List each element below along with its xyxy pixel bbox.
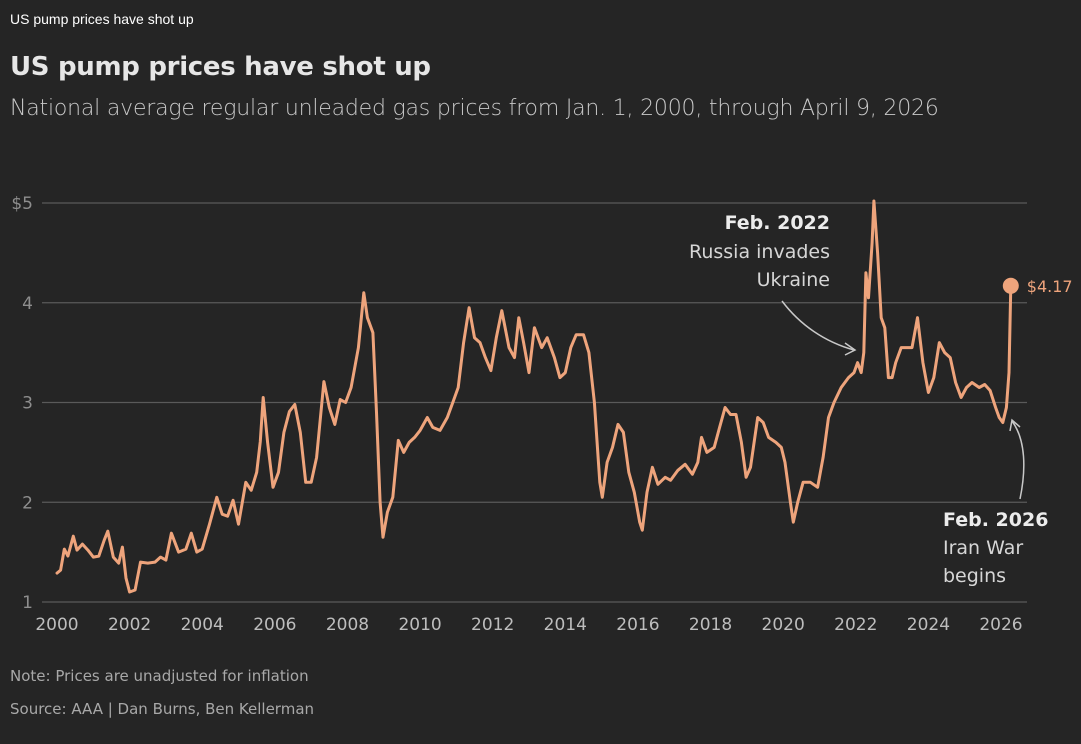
price-line [55,199,1013,594]
x-tick-label: 2022 [834,615,877,635]
footnote: Note: Prices are unadjusted for inflatio… [10,667,309,685]
x-tick-label: 2000 [35,615,78,635]
chart-subtitle: National average regular unleaded gas pr… [10,96,939,121]
annotation-ukraine: Feb. 2022 Russia invades Ukraine [689,212,857,356]
price-series [55,199,1013,594]
latest-price-label: $4.17 [1027,277,1073,296]
annotation-iran-line1: Iran War [943,537,1023,559]
annotation-ukraine-line2: Ukraine [757,269,830,291]
annotation-iran: Feb. 2026 Iran War begins [943,418,1048,587]
x-tick-label: 2024 [907,615,950,635]
grid-lines [42,202,1027,603]
x-tick-label: 2020 [762,615,805,635]
annotation-ukraine-line1: Russia invades [689,241,830,263]
tab-title: US pump prices have shot up [10,11,194,27]
x-tick-label: 2006 [253,615,296,635]
latest-price-marker: $4.17 [1002,277,1073,296]
source-credit: Source: AAA | Dan Burns, Ben Kellerman [10,700,315,718]
x-tick-label: 2010 [398,615,441,635]
annotation-ukraine-arrowhead [844,342,857,356]
annotation-iran-line2: begins [943,565,1006,587]
x-axis-ticks: 2000 2002 2004 2006 2008 2010 2012 2014 2016 2018… [35,615,1022,635]
x-tick-label: 2018 [689,615,732,635]
y-tick-label: 2 [22,493,33,513]
annotation-iran-date: Feb. 2026 [943,509,1048,531]
x-tick-label: 2014 [544,615,587,635]
latest-price-dot [1002,277,1019,294]
x-tick-label: 2016 [616,615,659,635]
annotation-ukraine-arrow [781,300,855,351]
y-axis-ticks: 1 2 3 4 $5 [11,194,33,613]
annotations: Feb. 2022 Russia invades Ukraine Feb. 20… [689,212,1048,587]
x-tick-label: 2002 [108,615,151,635]
y-tick-label: 1 [22,593,33,613]
chart-headline: US pump prices have shot up [10,52,431,82]
x-tick-label: 2026 [979,615,1022,635]
x-tick-label: 2008 [326,615,369,635]
annotation-ukraine-date: Feb. 2022 [725,212,830,234]
y-tick-label: 4 [22,294,33,314]
x-tick-label: 2004 [181,615,224,635]
annotation-iran-arrow [1011,420,1025,500]
y-tick-label: $5 [11,194,33,214]
x-tick-label: 2012 [471,615,514,635]
y-tick-label: 3 [22,394,33,414]
annotation-iran-arrowhead [1009,418,1021,432]
